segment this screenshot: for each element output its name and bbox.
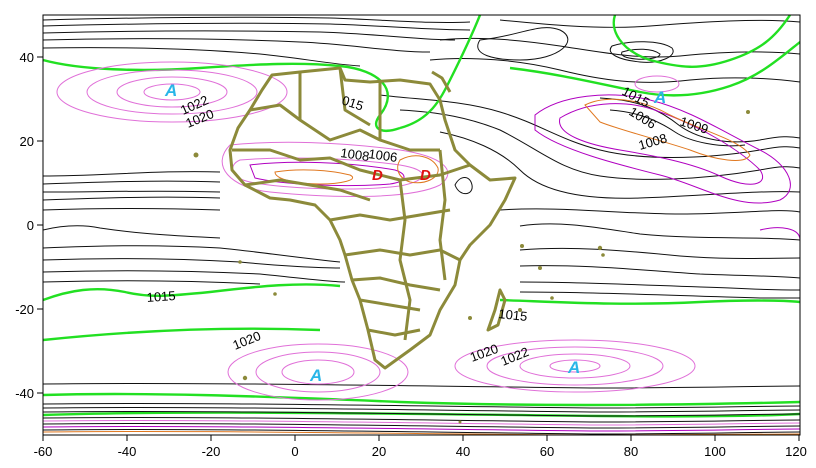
- x-tick-label: 0: [291, 444, 298, 459]
- low-pressure-center: D: [372, 167, 383, 184]
- axis-ticks: [37, 56, 800, 441]
- isobar-label: 015: [340, 93, 365, 114]
- x-tick-label: 20: [372, 444, 386, 459]
- x-tick-label: 60: [540, 444, 554, 459]
- coastline-islands: [193, 110, 750, 424]
- y-axis-labels: 40 20 0 -20 -40: [15, 50, 34, 401]
- x-tick-label: -20: [202, 444, 221, 459]
- isobars-tropical-black: [43, 171, 800, 299]
- x-tick-label: 100: [704, 444, 726, 459]
- x-tick-label: 120: [785, 444, 807, 459]
- high-pressure-center: A: [653, 88, 666, 107]
- x-axis-labels: -60 -40 -20 0 20 40 60 80 100 120: [34, 444, 807, 459]
- high-pressure-center: A: [164, 81, 177, 100]
- coastline-africa: [228, 66, 517, 370]
- x-tick-label: -40: [118, 444, 137, 459]
- isobar-label: 1008: [340, 145, 371, 164]
- x-tick-label: -60: [34, 444, 53, 459]
- x-tick-label: 80: [624, 444, 638, 459]
- y-tick-label: 20: [20, 134, 34, 149]
- high-pressure-center: A: [567, 358, 580, 377]
- isobar-label: 1015: [146, 288, 176, 305]
- pressure-centers: A A A A D D: [164, 81, 666, 385]
- isobar-layer: [43, 15, 800, 435]
- y-tick-label: -40: [15, 386, 34, 401]
- isobars-north-black: [43, 16, 800, 199]
- high-pressure-center: A: [309, 366, 322, 385]
- isobars-south-black: [43, 382, 800, 435]
- y-tick-label: 0: [27, 218, 34, 233]
- isobar-label: 1006: [368, 146, 399, 165]
- isobar-label: 1015: [498, 306, 528, 324]
- isobars-south-band-color: [43, 419, 800, 435]
- x-tick-label: 40: [456, 444, 470, 459]
- low-pressure-center: D: [420, 167, 431, 184]
- y-tick-label: -20: [15, 302, 34, 317]
- y-tick-label: 40: [20, 50, 34, 65]
